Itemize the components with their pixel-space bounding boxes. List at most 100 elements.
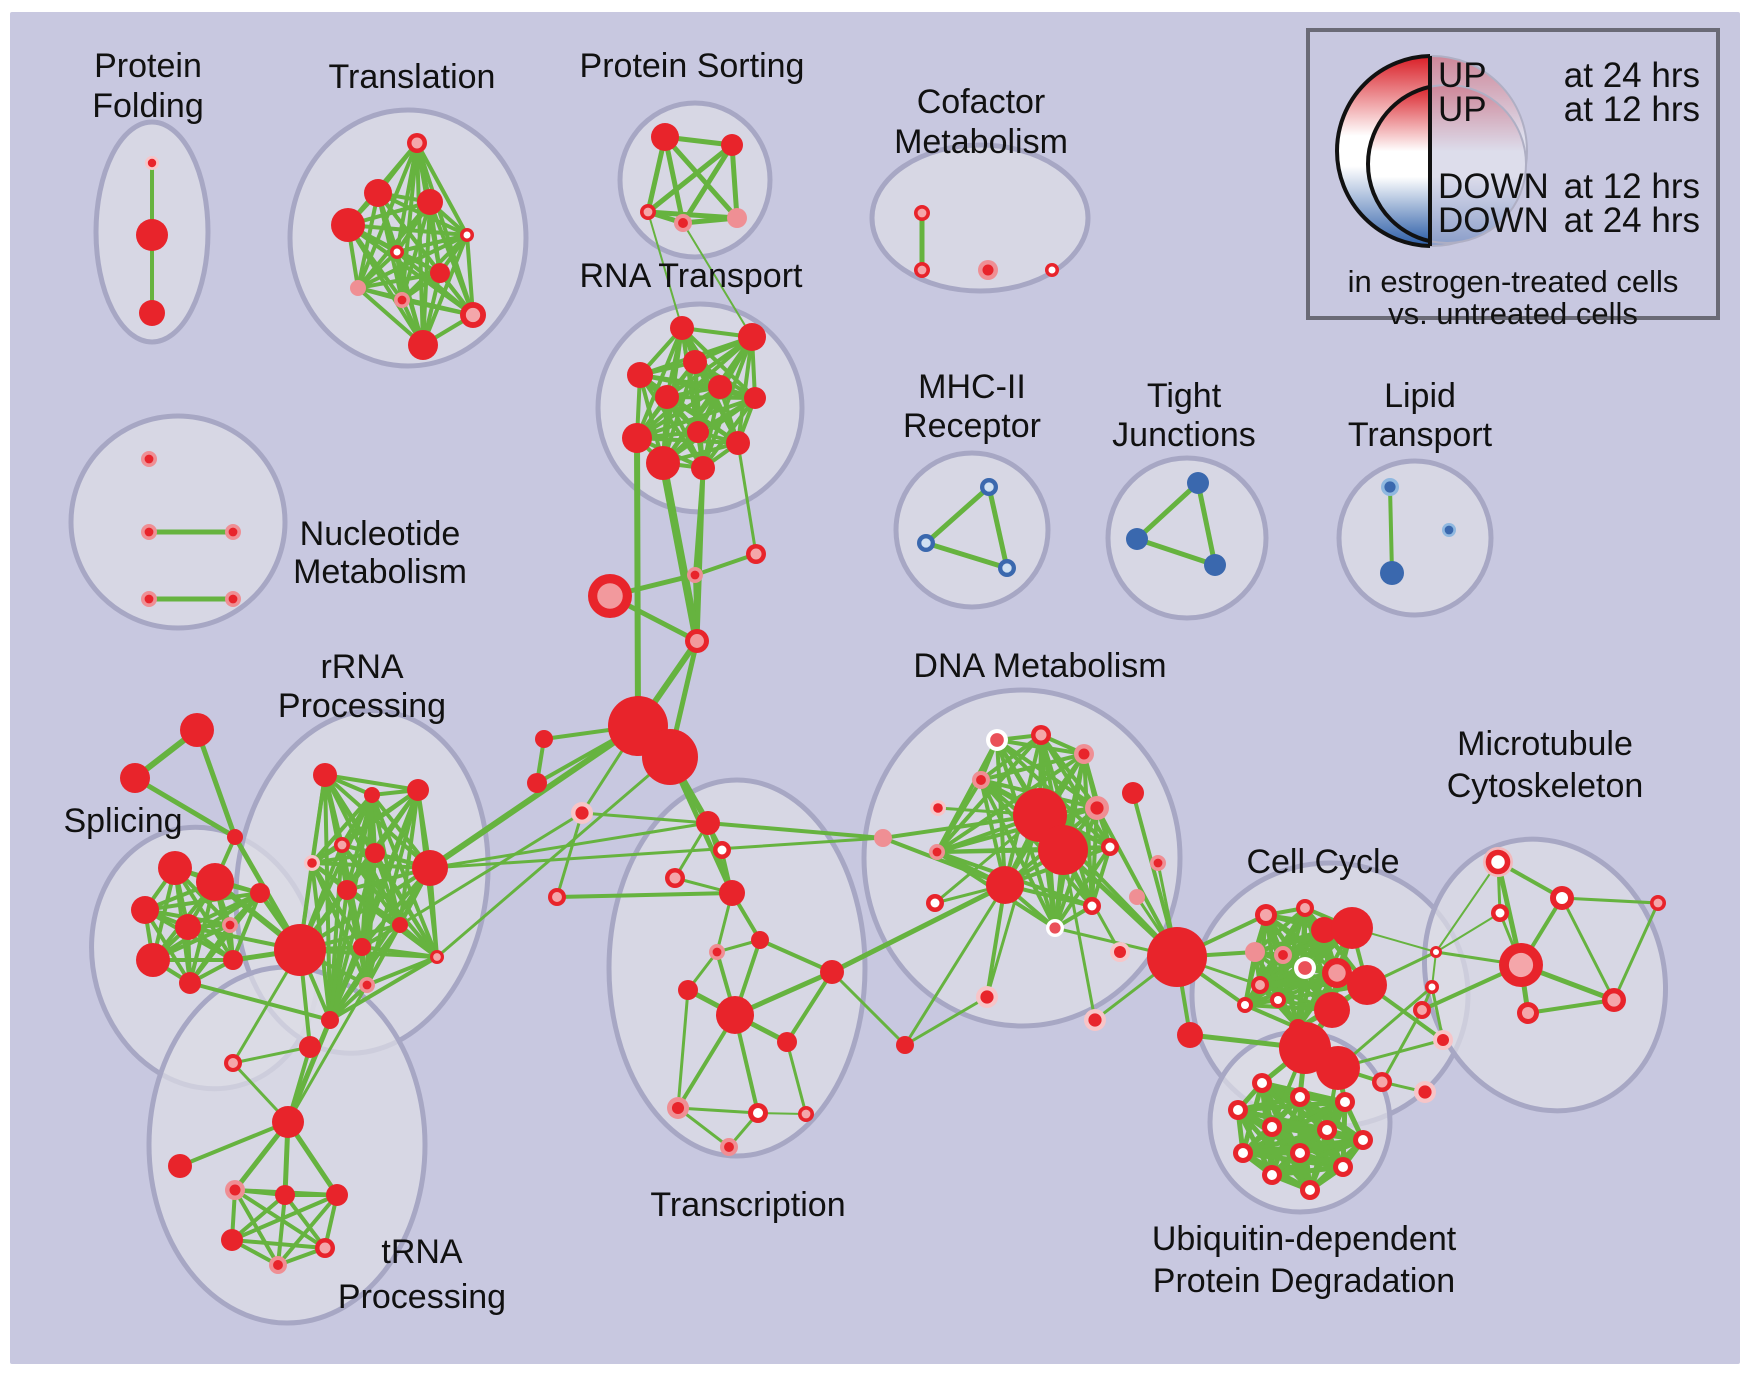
- network-node-ub-1[interactable]: [1290, 1087, 1310, 1107]
- network-node-cf-3[interactable]: [1045, 263, 1059, 277]
- network-node-cy-6[interactable]: [1294, 957, 1316, 979]
- network-node-dm-15[interactable]: [1085, 796, 1109, 820]
- network-node-ub-2[interactable]: [1335, 1092, 1355, 1112]
- network-node-sp-5[interactable]: [179, 972, 201, 994]
- network-node-cc-1[interactable]: [687, 567, 703, 583]
- network-node-tn-1[interactable]: [168, 1154, 192, 1178]
- network-node-dm-23[interactable]: [896, 1036, 914, 1054]
- network-node-cc-0[interactable]: [588, 574, 632, 618]
- network-node-dm-22[interactable]: [926, 894, 944, 912]
- network-node-rr-3[interactable]: [407, 779, 429, 801]
- network-node-mt-9[interactable]: [1650, 895, 1666, 911]
- network-node-cy-4[interactable]: [1245, 942, 1265, 962]
- network-node-rr-10[interactable]: [353, 938, 371, 956]
- network-node-tx-7[interactable]: [716, 996, 754, 1034]
- network-node-tri-1[interactable]: [120, 763, 150, 793]
- network-node-tx-2[interactable]: [665, 868, 685, 888]
- network-node-dm-21[interactable]: [1177, 1022, 1203, 1048]
- network-node-tx-11[interactable]: [748, 1103, 768, 1123]
- network-node-cf-1[interactable]: [914, 262, 930, 278]
- network-node-cy-11[interactable]: [1237, 997, 1253, 1013]
- network-node-cy-7[interactable]: [1322, 958, 1352, 988]
- network-node-cy-17[interactable]: [1414, 1081, 1436, 1103]
- network-node-tx-0[interactable]: [696, 811, 720, 835]
- network-node-cy-18[interactable]: [1433, 1030, 1453, 1050]
- network-node-rr-4[interactable]: [334, 837, 350, 853]
- network-node-mt-0[interactable]: [1483, 847, 1513, 877]
- network-node-ub-6[interactable]: [1353, 1130, 1373, 1150]
- network-node-ub-9[interactable]: [1333, 1157, 1353, 1177]
- network-node-ps-4[interactable]: [727, 208, 747, 228]
- network-node-tri-2[interactable]: [227, 829, 243, 845]
- network-node-tn-9[interactable]: [299, 1036, 321, 1058]
- network-node-cc-5[interactable]: [642, 729, 698, 785]
- network-node-ps-3[interactable]: [674, 214, 692, 232]
- network-node-cc-2[interactable]: [746, 544, 766, 564]
- network-node-tx-9[interactable]: [777, 1032, 797, 1052]
- network-node-cy-5[interactable]: [1274, 946, 1292, 964]
- network-node-nm-4[interactable]: [225, 591, 241, 607]
- network-node-pf-1[interactable]: [136, 219, 168, 251]
- network-node-lt-0[interactable]: [1381, 478, 1399, 496]
- network-node-mt-4[interactable]: [1602, 988, 1626, 1012]
- network-node-cy-2[interactable]: [1311, 917, 1337, 943]
- network-node-sp-6[interactable]: [222, 917, 238, 933]
- network-node-rt-9[interactable]: [726, 431, 750, 455]
- network-node-mh-0[interactable]: [980, 478, 998, 496]
- network-node-sp-0[interactable]: [158, 851, 192, 885]
- network-node-nm-0[interactable]: [141, 451, 157, 467]
- network-node-mh-2[interactable]: [998, 559, 1016, 577]
- network-node-cy-1[interactable]: [1296, 899, 1314, 917]
- network-node-tr-3[interactable]: [331, 208, 365, 242]
- network-node-ub-7[interactable]: [1233, 1143, 1253, 1163]
- network-node-sp-7[interactable]: [223, 950, 243, 970]
- network-node-tn-2[interactable]: [225, 1180, 245, 1200]
- network-node-dm-16[interactable]: [1150, 855, 1166, 871]
- network-node-rr-9[interactable]: [392, 917, 408, 933]
- network-node-dm-19[interactable]: [1084, 1009, 1106, 1031]
- network-node-rt-5[interactable]: [708, 375, 732, 399]
- network-node-tr-0[interactable]: [407, 133, 427, 153]
- network-node-ps-1[interactable]: [721, 134, 743, 156]
- network-node-nm-2[interactable]: [225, 524, 241, 540]
- network-node-tn-0[interactable]: [272, 1106, 304, 1138]
- network-node-sp-8[interactable]: [250, 883, 270, 903]
- network-node-rr-5[interactable]: [304, 855, 320, 871]
- network-node-dm-4[interactable]: [930, 800, 946, 816]
- network-node-lt-1[interactable]: [1380, 561, 1404, 585]
- network-node-dm-14[interactable]: [976, 986, 998, 1008]
- network-node-rt-4[interactable]: [655, 385, 679, 409]
- network-node-ps-2[interactable]: [640, 204, 656, 220]
- network-node-tx-8[interactable]: [820, 960, 844, 984]
- network-node-cc-3[interactable]: [685, 629, 709, 653]
- network-node-ub-8[interactable]: [1290, 1143, 1310, 1163]
- network-node-cy-15[interactable]: [1316, 1046, 1360, 1090]
- network-node-rr-1[interactable]: [313, 763, 337, 787]
- network-node-tri-0[interactable]: [180, 713, 214, 747]
- network-node-tx-4[interactable]: [751, 931, 769, 949]
- network-node-tx-10[interactable]: [667, 1097, 689, 1119]
- network-node-rt-8[interactable]: [622, 423, 652, 453]
- network-node-cy-3[interactable]: [1331, 907, 1373, 949]
- network-node-tr-8[interactable]: [394, 292, 410, 308]
- network-node-dm-20[interactable]: [1147, 927, 1207, 987]
- network-node-ps-0[interactable]: [651, 123, 679, 151]
- network-node-cc-9[interactable]: [548, 888, 566, 906]
- network-node-tx-5[interactable]: [709, 944, 725, 960]
- network-node-mt-7[interactable]: [1425, 980, 1439, 994]
- network-node-sp-3[interactable]: [175, 914, 201, 940]
- network-node-tn-7[interactable]: [269, 1256, 287, 1274]
- network-node-mt-3[interactable]: [1499, 943, 1543, 987]
- network-node-dm-17[interactable]: [1129, 889, 1145, 905]
- network-node-tn-6[interactable]: [315, 1238, 335, 1258]
- network-node-dm-11[interactable]: [1122, 782, 1144, 804]
- network-node-ub-3[interactable]: [1228, 1100, 1248, 1120]
- network-node-sp-2[interactable]: [131, 896, 159, 924]
- network-node-rr-6[interactable]: [365, 843, 385, 863]
- network-node-sp-1[interactable]: [196, 863, 234, 901]
- network-node-tj-2[interactable]: [1204, 554, 1226, 576]
- network-node-dm-9[interactable]: [986, 866, 1024, 904]
- network-node-rt-1[interactable]: [738, 323, 766, 351]
- network-node-tx-6[interactable]: [678, 980, 698, 1000]
- network-node-rr-8[interactable]: [337, 880, 357, 900]
